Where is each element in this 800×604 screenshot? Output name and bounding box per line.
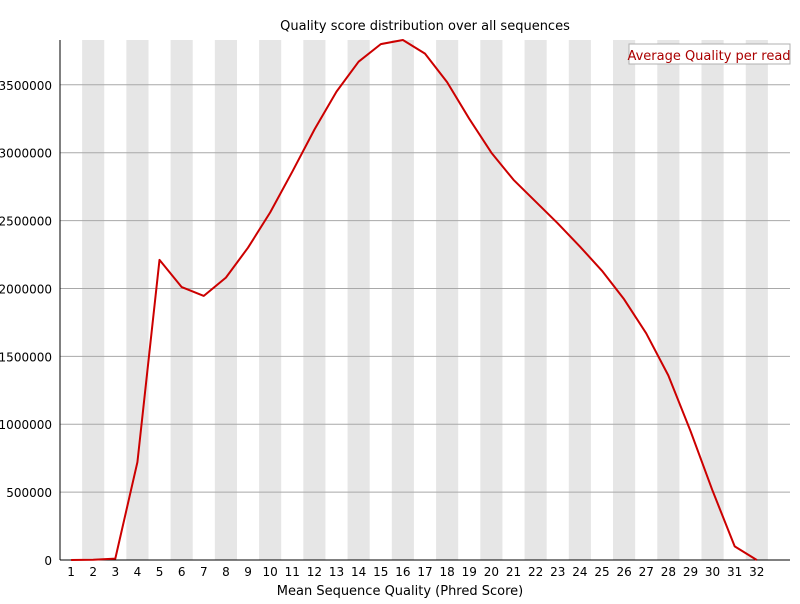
legend-box [628,43,791,65]
x-tick-label: 15 [373,565,388,579]
background-bands [82,40,768,560]
x-tick-label: 32 [749,565,764,579]
x-tick-label: 31 [727,565,742,579]
x-tick-label: 28 [661,565,676,579]
x-tick-label: 19 [462,565,477,579]
x-tick-label: 11 [285,565,300,579]
x-tick-label: 12 [307,565,322,579]
y-tick-label: 1000000 [0,418,52,432]
x-tick-label: 16 [395,565,410,579]
y-tick-label: 2000000 [0,282,52,296]
y-tick-label: 1500000 [0,350,52,364]
x-tick-label: 14 [351,565,366,579]
series-line [71,39,758,561]
x-tick-label: 24 [572,565,587,579]
background-band [82,40,105,560]
x-tick-label: 30 [705,565,720,579]
x-tick-label: 17 [417,565,432,579]
legend-label: Average Quality per read [627,49,790,64]
x-tick-label: 29 [683,565,698,579]
x-tick-label: 22 [528,565,543,579]
background-band [170,40,193,560]
background-band [480,40,503,560]
y-tick-label: 3500000 [0,79,52,93]
x-tick-label: 5 [156,565,164,579]
x-tick-label: 2 [89,565,97,579]
x-tick-label: 1 [67,565,75,579]
grid-lines [60,84,790,493]
legend: Average Quality per read [627,43,791,65]
y-tick-label: 3000000 [0,147,52,161]
x-tick-label: 23 [550,565,565,579]
background-band [214,40,237,560]
y-tick-label: 500000 [6,486,52,500]
x-tick-label: 4 [134,565,142,579]
background-band [568,40,591,560]
background-band [259,40,282,560]
background-band [657,40,680,560]
x-tick-label: 3 [111,565,119,579]
y-tick-label: 0 [44,554,52,568]
x-tick-label: 6 [178,565,186,579]
background-band [347,40,370,560]
background-band [303,40,326,560]
background-band [391,40,414,560]
background-band [126,40,149,560]
x-tick-label: 8 [222,565,230,579]
background-band [701,40,724,560]
x-tick-label: 25 [594,565,609,579]
chart-title: Quality score distribution over all sequ… [280,19,570,34]
y-tick-label: 2500000 [0,215,52,229]
x-tick-labels: 1 2 3 4 5 6 7 8 9 10 11 12 13 14 15 16 17 18 19 20 21 22 23 24 2… [67,565,764,579]
x-tick-label: 7 [200,565,208,579]
x-tick-label: 18 [439,565,454,579]
x-tick-label: 13 [329,565,344,579]
x-tick-label: 27 [639,565,654,579]
background-band [436,40,459,560]
x-tick-label: 26 [616,565,631,579]
background-band [745,40,768,560]
x-tick-label: 21 [506,565,521,579]
x-axis-label: Mean Sequence Quality (Phred Score) [277,584,523,599]
x-tick-label: 10 [263,565,278,579]
series-layer [71,39,758,561]
x-tick-label: 9 [244,565,252,579]
axes [59,40,790,561]
y-tick-labels: 0 500000 1000000 1500000 2000000 2500000 30000… [0,79,52,568]
x-tick-label: 20 [484,565,499,579]
background-band [524,40,547,560]
